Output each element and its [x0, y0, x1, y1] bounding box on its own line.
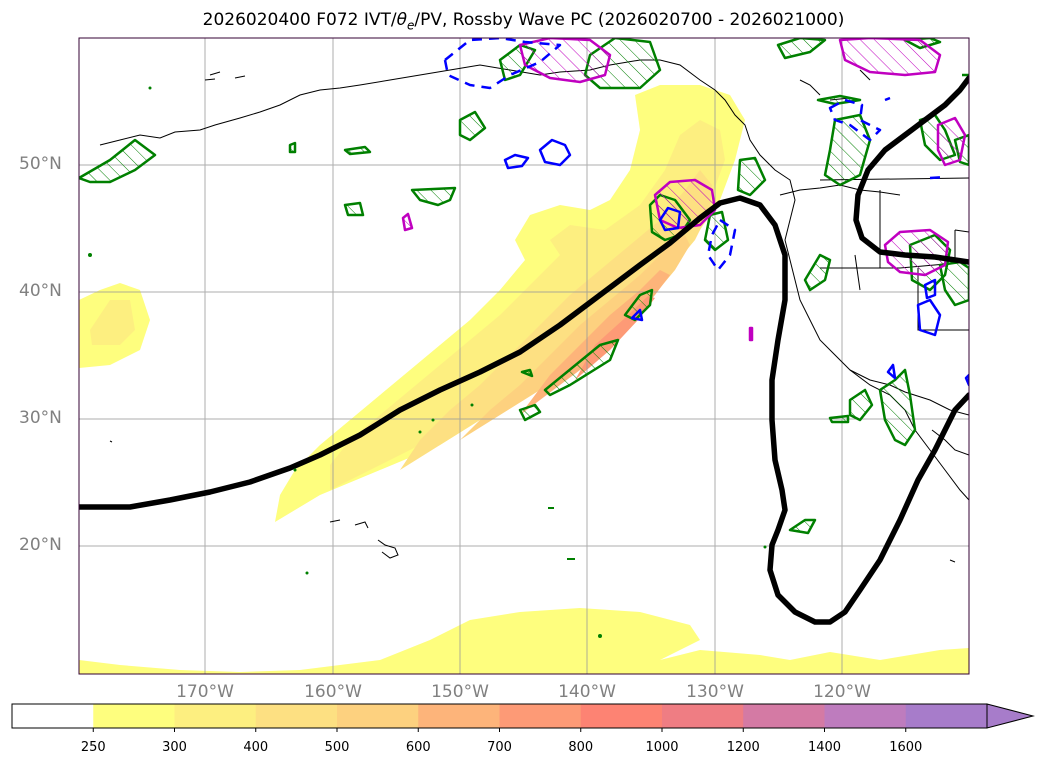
map-frame	[78, 37, 970, 675]
ivt-500	[460, 235, 690, 440]
colorbar-segment	[174, 704, 257, 728]
colorbar-tick-label: 800	[568, 740, 594, 755]
colorbar-tick-label: 500	[324, 740, 350, 755]
title-suffix: /PV, Rossby Wave PC (2026020700 - 202602…	[414, 10, 845, 30]
rossby-wave-contour	[79, 75, 969, 625]
title-prefix: 2026020400 F072 IVT/	[202, 10, 397, 30]
colorbar-segment	[93, 704, 175, 728]
colorbar-tick-label: 1200	[726, 740, 760, 755]
colorbar-segment	[337, 704, 419, 728]
lon-label-150w: 150°W	[431, 682, 489, 702]
blue-dashed-contours	[443, 38, 946, 272]
lat-label-50n: 50°N	[19, 154, 62, 174]
colorbar-segment	[499, 704, 582, 728]
islands	[88, 86, 767, 638]
colorbar-tick-label: 400	[243, 740, 269, 755]
colorbar-tick-label: 1000	[645, 740, 679, 755]
colorbar-segment	[905, 704, 988, 728]
colorbar-segment	[418, 704, 500, 728]
lat-label-30n: 30°N	[19, 408, 62, 428]
lon-label-170w: 170°W	[176, 682, 234, 702]
map-content	[79, 38, 969, 674]
colorbar-segment	[580, 704, 663, 728]
ivt-250-bottom	[79, 608, 969, 674]
colorbar-tick-label: 1600	[889, 740, 923, 755]
title-theta-subscript: e	[407, 18, 415, 33]
colorbar-tick-label: 300	[162, 740, 187, 755]
colorbar-extend-arrow	[986, 703, 1035, 729]
blue-contours	[503, 138, 969, 387]
colorbar-segment	[824, 704, 907, 728]
colorbar-tick-label: 250	[80, 740, 106, 755]
colorbar-segment	[743, 704, 825, 728]
colorbar-segment	[255, 704, 338, 728]
map-title: 2026020400 F072 IVT/θe/PV, Rossby Wave P…	[0, 10, 1047, 32]
title-theta: θ	[396, 10, 407, 30]
lon-label-160w: 160°W	[304, 682, 362, 702]
colorbar-tick-label: 700	[487, 740, 512, 755]
colorbar-tick-label: 1400	[807, 740, 842, 755]
lon-label-120w: 120°W	[813, 682, 871, 702]
ivt-300-left	[90, 300, 135, 345]
lat-label-40n: 40°N	[19, 281, 62, 301]
ivt-400	[400, 170, 712, 470]
colorbar-segment	[662, 704, 744, 728]
lat-label-20n: 20°N	[19, 535, 62, 555]
colorbar-tick-label: 600	[405, 740, 431, 755]
lon-label-130w: 130°W	[686, 682, 744, 702]
colorbar	[11, 703, 1035, 732]
colorbar-segment	[12, 704, 94, 728]
lon-label-140w: 140°W	[558, 682, 616, 702]
